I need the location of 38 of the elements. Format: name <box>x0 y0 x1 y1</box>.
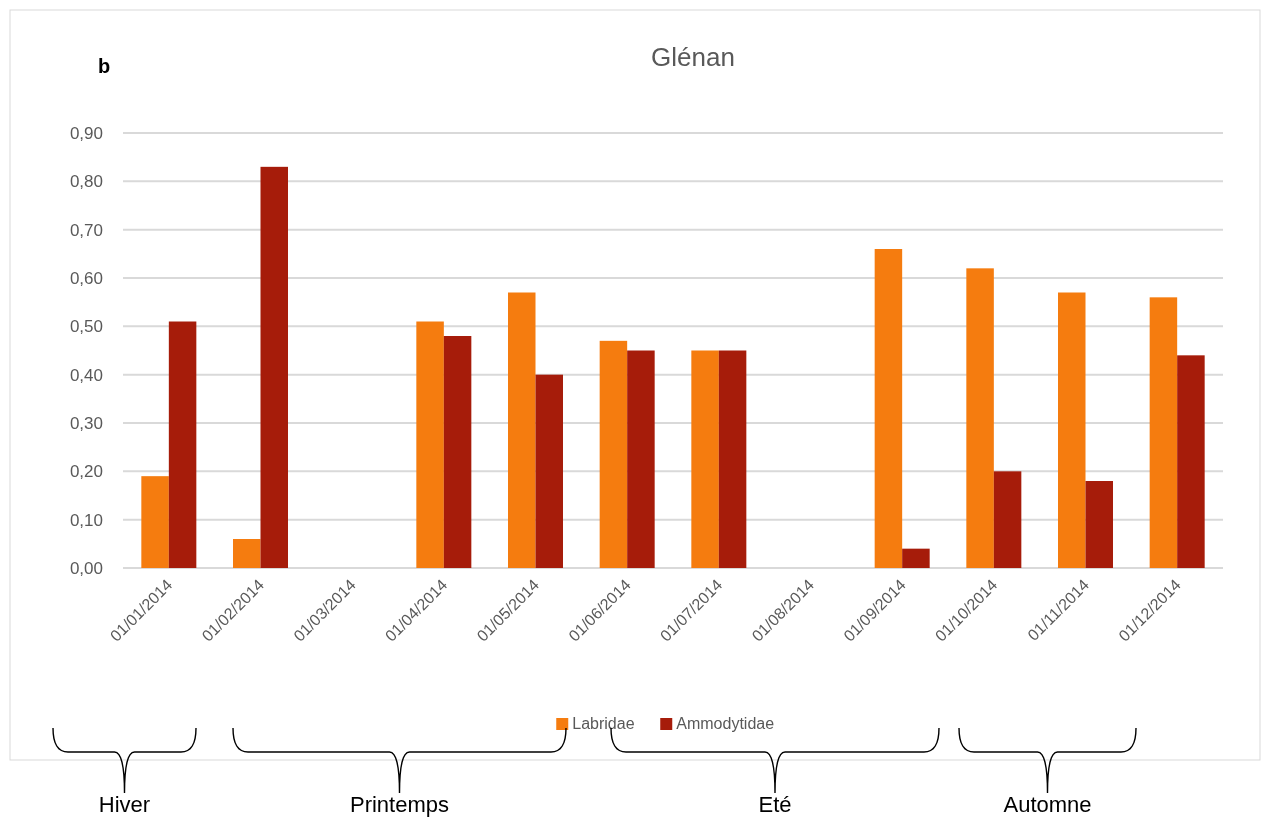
y-tick-label: 0,10 <box>69 510 103 530</box>
y-tick-label: 0,80 <box>69 172 103 192</box>
y-tick-label: 0,50 <box>69 317 103 337</box>
bar <box>443 336 472 568</box>
bar <box>168 321 197 568</box>
bar <box>993 471 1022 568</box>
y-tick-label: 0,00 <box>69 558 103 578</box>
bar <box>902 548 930 568</box>
y-tick-label: 0,60 <box>69 268 103 288</box>
text: Eté <box>758 792 792 817</box>
legend-label: Labridae <box>572 715 635 732</box>
bar <box>1149 297 1178 568</box>
bar <box>1085 481 1113 568</box>
bar <box>1058 292 1086 568</box>
bar <box>966 268 994 568</box>
bar <box>1177 355 1205 568</box>
bar <box>508 292 536 568</box>
bar <box>233 539 261 568</box>
y-tick-label: 0,70 <box>69 220 103 240</box>
text: Automne <box>1003 792 1092 817</box>
bar <box>691 350 719 568</box>
bar <box>260 166 288 568</box>
bar <box>874 249 903 568</box>
bar <box>718 350 747 568</box>
bar <box>627 350 655 568</box>
y-tick-label: 0,40 <box>69 365 103 385</box>
y-tick-label: 0,20 <box>69 462 103 482</box>
bar <box>141 476 169 568</box>
bar <box>416 321 444 568</box>
chart-title: Glénan <box>651 42 735 72</box>
text: Hiver <box>98 792 151 817</box>
text: b <box>98 55 111 77</box>
y-tick-label: 0,90 <box>69 123 103 143</box>
bar <box>535 374 563 568</box>
legend-label: Ammodytidae <box>676 715 775 732</box>
bar <box>599 340 628 568</box>
y-tick-label: 0,30 <box>69 413 103 433</box>
text: Printemps <box>349 792 450 817</box>
